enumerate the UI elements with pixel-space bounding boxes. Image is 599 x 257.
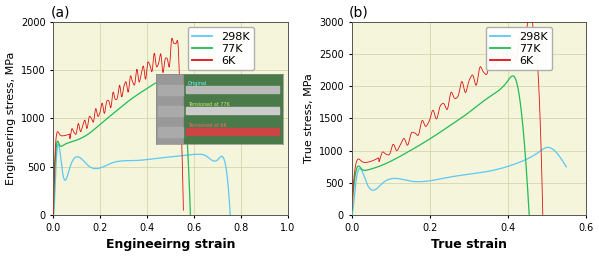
Y-axis label: True stress, MPa: True stress, MPa (304, 74, 314, 163)
Text: (b): (b) (349, 6, 369, 20)
X-axis label: Engineeirng strain: Engineeirng strain (106, 238, 235, 251)
Legend: 298K, 77K, 6K: 298K, 77K, 6K (187, 27, 254, 70)
Y-axis label: Engineering stress, MPa: Engineering stress, MPa (5, 52, 16, 185)
Text: (a): (a) (51, 6, 71, 20)
Legend: 298K, 77K, 6K: 298K, 77K, 6K (486, 27, 552, 70)
X-axis label: True strain: True strain (431, 238, 507, 251)
